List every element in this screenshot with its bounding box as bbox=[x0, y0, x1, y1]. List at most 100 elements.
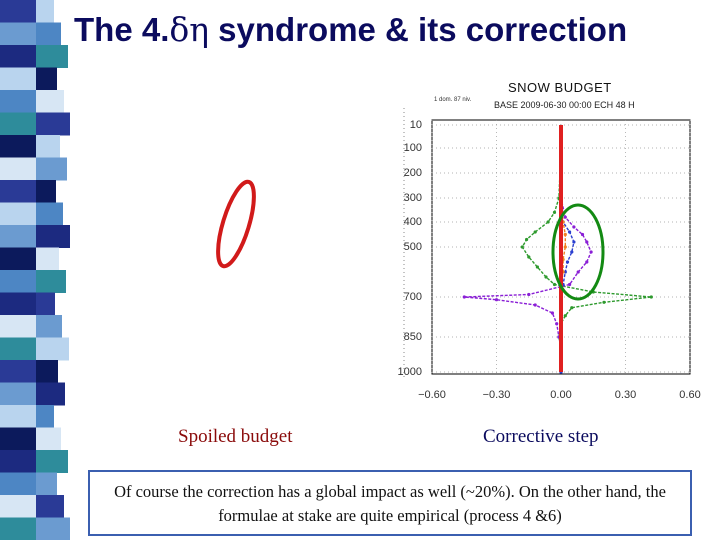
series-point bbox=[568, 282, 572, 287]
stripe-block bbox=[36, 112, 70, 136]
series-point bbox=[572, 225, 576, 229]
stripe-block bbox=[36, 225, 70, 248]
series-point bbox=[552, 210, 557, 214]
stripe-block bbox=[0, 45, 36, 68]
y-tick-label: 200 bbox=[404, 167, 422, 179]
spoiled-budget-ellipse bbox=[216, 179, 256, 269]
series-point bbox=[563, 314, 567, 318]
series-point bbox=[585, 240, 589, 244]
stripe-block bbox=[36, 270, 66, 293]
note-text: Of course the correction has a global im… bbox=[114, 482, 666, 525]
y-tick-label: 300 bbox=[404, 192, 422, 204]
stripe-block bbox=[36, 135, 60, 158]
stripe-block bbox=[0, 382, 36, 406]
stripe-block bbox=[36, 67, 57, 91]
stripe-block bbox=[0, 427, 36, 451]
stripe-block bbox=[36, 337, 69, 361]
series-line bbox=[521, 147, 652, 372]
series-point bbox=[563, 215, 567, 219]
title-suffix: syndrome & its correction bbox=[209, 11, 628, 48]
stripe-block bbox=[0, 450, 36, 473]
stripe-block bbox=[0, 157, 36, 181]
y-tick-label: 850 bbox=[404, 331, 422, 343]
x-tick-label: −0.60 bbox=[418, 389, 446, 401]
x-tick-label: 0.30 bbox=[615, 389, 636, 401]
stripe-block bbox=[0, 270, 36, 293]
series-point bbox=[527, 292, 531, 297]
y-tick-label: 100 bbox=[404, 142, 422, 154]
series-point bbox=[589, 250, 593, 254]
series-point bbox=[525, 237, 529, 242]
series-point bbox=[570, 306, 574, 310]
stripe-block bbox=[0, 517, 36, 540]
stripe-block bbox=[0, 135, 36, 158]
chart-subtitle-small: 1 dom. 87 niv. bbox=[434, 97, 472, 103]
series-point bbox=[563, 245, 567, 249]
series-point bbox=[550, 311, 555, 315]
stripe-block bbox=[36, 495, 64, 518]
series-point bbox=[563, 270, 567, 274]
chart-subtitle: BASE 2009-06-30 00:00 ECH 48 H bbox=[494, 100, 635, 110]
stripe-block bbox=[36, 180, 56, 203]
series-point bbox=[494, 298, 499, 302]
stripe-block bbox=[36, 450, 68, 473]
stripe-block bbox=[36, 517, 70, 540]
series-point bbox=[552, 282, 557, 287]
series-point bbox=[572, 240, 576, 244]
stripe-block bbox=[0, 292, 36, 316]
y-tick-label: 1000 bbox=[398, 366, 422, 378]
stripe-block bbox=[0, 337, 36, 361]
stripe-block bbox=[0, 112, 36, 136]
series-point bbox=[563, 232, 567, 237]
stripe-block bbox=[36, 360, 58, 383]
series-point bbox=[555, 322, 559, 326]
stripe-block bbox=[36, 405, 54, 428]
y-tick-label: 400 bbox=[404, 216, 422, 228]
series-point bbox=[580, 232, 585, 237]
stripe-block bbox=[36, 472, 57, 496]
decorative-stripe-band bbox=[0, 0, 70, 540]
series-point bbox=[570, 250, 574, 254]
series-point bbox=[585, 260, 589, 264]
series-point bbox=[533, 303, 537, 307]
corrective-step-ellipse bbox=[551, 203, 605, 301]
stripe-block bbox=[0, 315, 36, 338]
stripe-block bbox=[0, 472, 36, 496]
series-point bbox=[602, 300, 606, 304]
series-line bbox=[560, 197, 566, 297]
caption-spoiled-budget: Spoiled budget bbox=[178, 426, 293, 447]
stripe-block bbox=[0, 180, 36, 203]
series-point bbox=[565, 260, 570, 264]
x-tick-label: 0.00 bbox=[550, 389, 571, 401]
stripe-block bbox=[0, 22, 36, 46]
stripe-block bbox=[0, 405, 36, 428]
y-tick-label: 500 bbox=[404, 241, 422, 253]
stripe-block bbox=[36, 157, 67, 181]
stripe-block bbox=[0, 202, 36, 226]
x-tick-label: −0.30 bbox=[483, 389, 511, 401]
chart-title: SNOW BUDGET bbox=[508, 80, 612, 95]
stripe-block bbox=[36, 22, 61, 46]
series-point bbox=[544, 275, 548, 279]
series-point bbox=[535, 265, 540, 269]
stripe-block bbox=[0, 360, 36, 383]
slide-title: The 4.δη syndrome & its correction bbox=[74, 10, 714, 49]
stripe-block bbox=[36, 382, 65, 406]
stripe-block bbox=[0, 67, 36, 91]
series-point bbox=[462, 295, 466, 299]
series-point bbox=[576, 270, 580, 274]
stripe-block bbox=[0, 247, 36, 271]
series-point bbox=[520, 245, 524, 249]
stripe-block bbox=[36, 0, 54, 23]
y-tick-label: 10 bbox=[410, 119, 422, 131]
stripe-block bbox=[0, 225, 36, 248]
stripe-block bbox=[0, 495, 36, 518]
stripe-block bbox=[36, 247, 59, 271]
series-point bbox=[649, 295, 653, 299]
y-tick-label: 700 bbox=[404, 291, 422, 303]
stripe-block bbox=[36, 202, 63, 226]
series-point bbox=[568, 230, 572, 234]
stripe-block bbox=[36, 315, 62, 338]
stripe-block bbox=[36, 292, 55, 316]
